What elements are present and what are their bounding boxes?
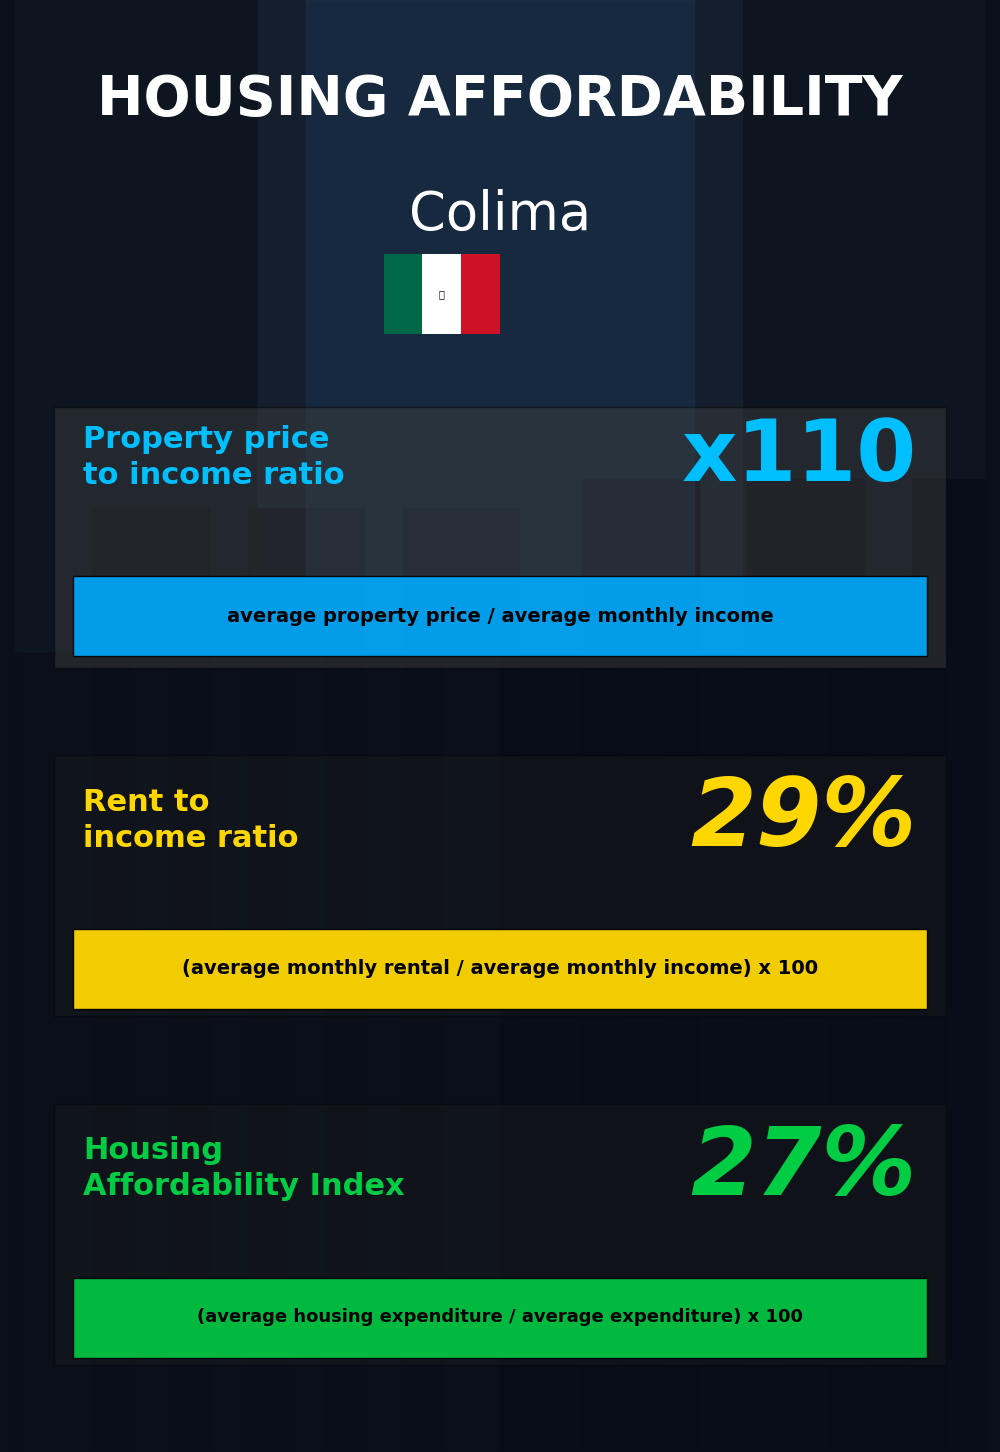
Bar [248, 508, 364, 1452]
FancyBboxPatch shape [54, 1104, 946, 1365]
Text: 27%: 27% [691, 1122, 917, 1215]
Bar [422, 254, 461, 334]
Bar [258, 0, 742, 653]
Bar [747, 479, 864, 1452]
Bar [170, 653, 287, 1452]
FancyBboxPatch shape [54, 407, 946, 668]
Text: x110: x110 [682, 415, 917, 499]
Bar [326, 653, 442, 1452]
FancyBboxPatch shape [73, 929, 927, 1009]
Bar [912, 479, 1000, 1452]
Bar [830, 653, 946, 1452]
Text: average property price / average monthly income: average property price / average monthly… [227, 607, 773, 626]
Text: 🦅: 🦅 [439, 289, 445, 299]
Text: Colima: Colima [409, 189, 591, 241]
Bar [582, 479, 699, 1452]
Bar [665, 653, 781, 1452]
FancyBboxPatch shape [73, 1278, 927, 1358]
Bar [500, 653, 616, 1452]
Bar [15, 653, 132, 1452]
Text: (average housing expenditure / average expenditure) x 100: (average housing expenditure / average e… [197, 1308, 803, 1326]
Text: 29%: 29% [691, 774, 917, 867]
Bar [461, 254, 500, 334]
Text: HOUSING AFFORDABILITY: HOUSING AFFORDABILITY [97, 73, 903, 126]
Bar [403, 508, 519, 1452]
FancyBboxPatch shape [73, 576, 927, 656]
Bar [306, 0, 694, 581]
Bar [384, 254, 422, 334]
Text: Housing
Affordability Index: Housing Affordability Index [83, 1137, 405, 1201]
Text: Property price
to income ratio: Property price to income ratio [83, 425, 345, 489]
FancyBboxPatch shape [54, 755, 946, 1016]
Text: Rent to
income ratio: Rent to income ratio [83, 788, 299, 852]
Bar [93, 508, 209, 1452]
Text: (average monthly rental / average monthly income) x 100: (average monthly rental / average monthl… [182, 958, 818, 979]
